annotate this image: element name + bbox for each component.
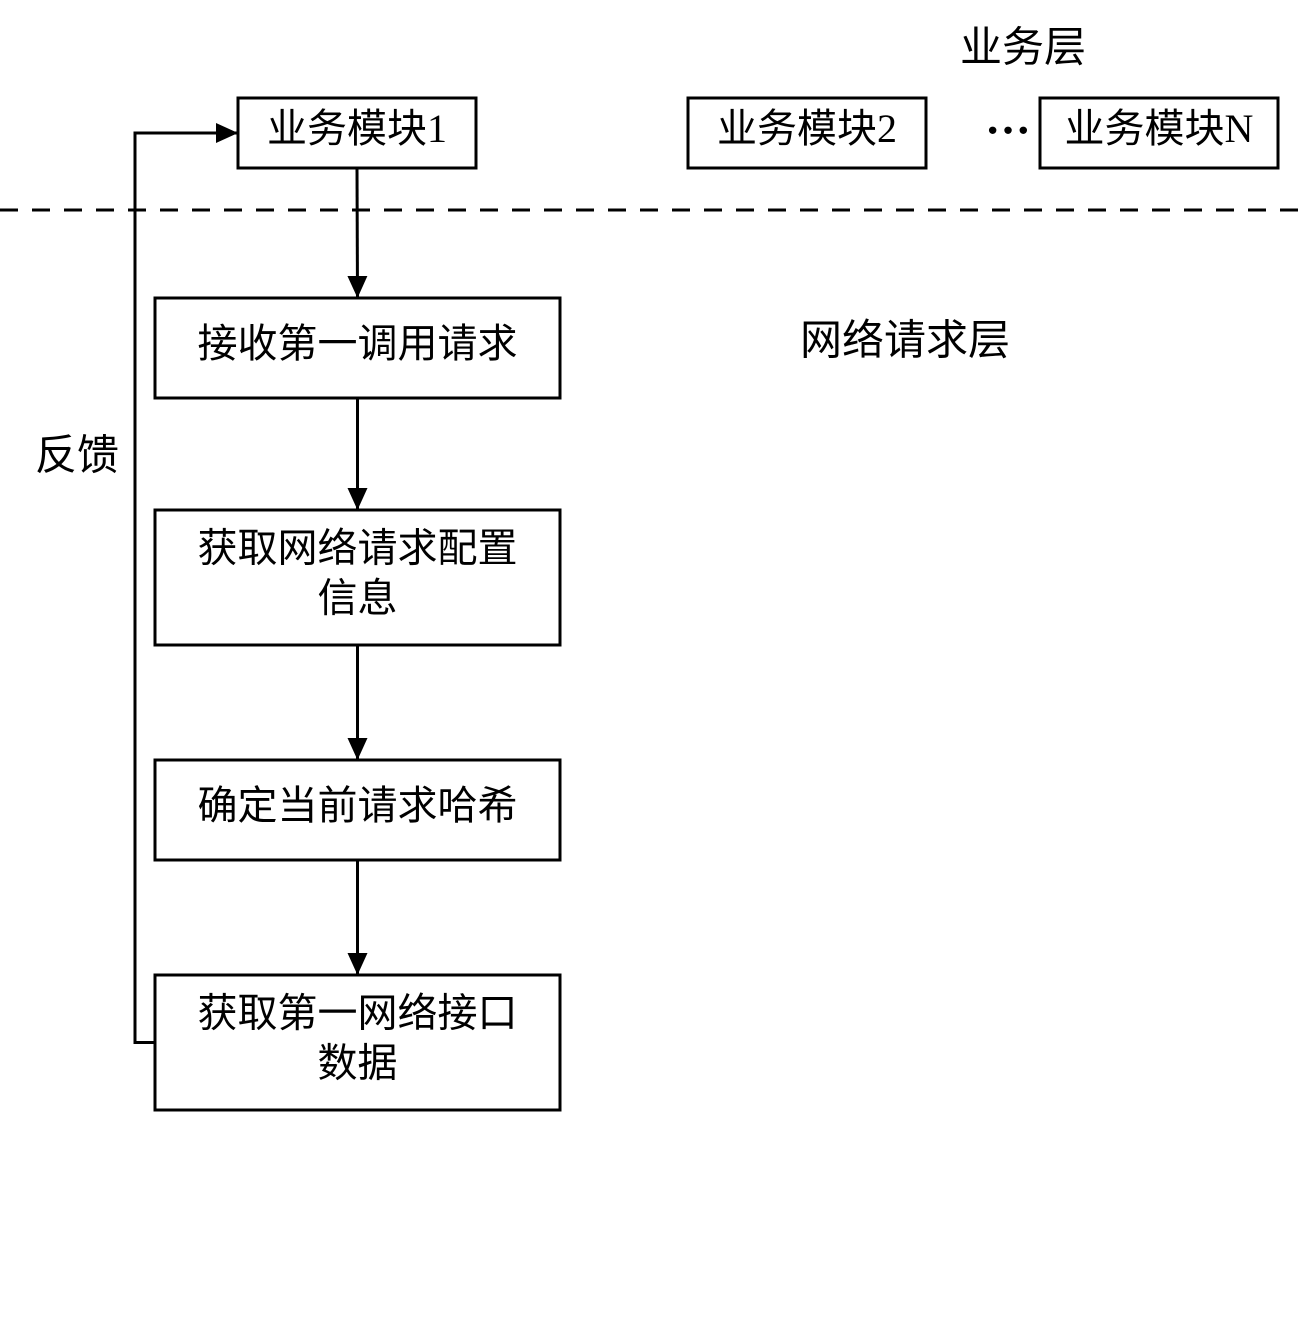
box-moduleN-label: 业务模块N <box>1065 106 1254 151</box>
box-step4-label: 获取第一网络接口 <box>198 991 518 1036</box>
arrow-module1-to-step1 <box>357 168 358 298</box>
box-step2-label: 信息 <box>318 576 398 621</box>
label-network_layer: 网络请求层 <box>800 318 1010 365</box>
box-step1-label: 接收第一调用请求 <box>198 321 518 366</box>
box-module2-label: 业务模块2 <box>717 106 897 151</box>
box-step3-label: 确定当前请求哈希 <box>198 783 518 828</box>
box-module1-label: 业务模块1 <box>267 106 447 151</box>
flowchart-svg: 业务模块1 业务模块2 业务模块N 接收第一调用请求获取网络请求配置信息确定当前请求哈… <box>0 0 1300 1325</box>
box-step2-label: 获取网络请求配置 <box>198 526 518 571</box>
label-business_layer: 业务层 <box>960 26 1086 72</box>
box-step4-label: 数据 <box>318 1041 398 1086</box>
label-ellipsis: ··· <box>985 105 1031 156</box>
label-feedback: 反馈 <box>35 434 119 480</box>
